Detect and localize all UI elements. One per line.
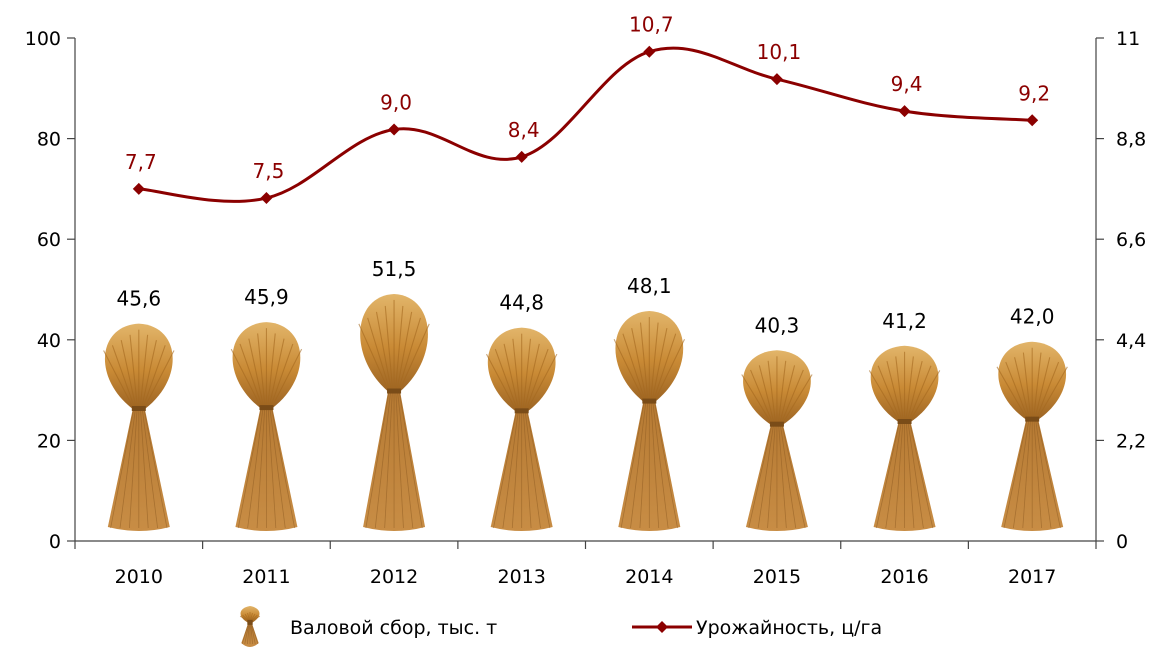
bar-value-label: 41,2 [882,309,927,333]
y-right-tick-label: 6,6 [1116,229,1146,251]
bar-value-label: 45,9 [244,285,289,309]
line-value-label: 7,7 [125,150,157,174]
bar-2015 [741,350,813,531]
bar-2012 [358,293,430,531]
y-left-tick-label: 40 [37,330,61,352]
line-value-label: 7,5 [253,159,285,183]
line-value-label: 10,7 [629,13,674,37]
x-tick-label: 2011 [242,566,290,588]
line-value-label: 8,4 [508,118,540,142]
line-marker-2015 [770,73,783,86]
data-labels: 45,6 45,9 51,5 44,8 48,1 40,3 41,2 42,0 7,7 7,5 9,… [117,13,1055,338]
line-marker-2010 [132,182,145,195]
bar-value-label: 44,8 [499,291,544,315]
line-value-label: 9,0 [380,90,412,114]
x-tick-label: 2017 [1008,566,1056,588]
y-right-tick-label: 0 [1116,531,1128,553]
line-value-label: 9,4 [891,72,923,96]
bar-2013 [486,327,558,531]
line-marker-2014 [643,45,656,58]
y-left-tick-label: 100 [25,28,61,50]
legend-bar-label: Валовой сбор, тыс. т [290,617,497,639]
axes: 0 20 40 60 80 100 0 2,2 4,4 6,6 8,8 11 2010 2011 2012 2… [25,28,1146,588]
line-marker-2016 [898,105,911,118]
x-tick-label: 2012 [370,566,418,588]
bar-value-label: 45,6 [117,287,162,311]
x-tick-label: 2015 [753,566,801,588]
line-path [138,46,1033,203]
bar-2017 [996,341,1068,531]
x-tick-label: 2013 [498,566,546,588]
line-marker-2017 [1026,114,1039,127]
line-marker-2011 [260,192,273,205]
bar-value-label: 42,0 [1010,305,1055,329]
line-value-label: 9,2 [1018,81,1050,105]
x-tick-label: 2010 [115,566,163,588]
y-left-tick-label: 20 [37,430,61,452]
x-tick-label: 2016 [880,566,928,588]
bar-2011 [230,322,303,531]
y-right-tick-label: 8,8 [1116,129,1146,151]
legend: Валовой сбор, тыс. т Урожайность, ц/га [239,606,882,647]
x-tick-label: 2014 [625,566,673,588]
y-left-tick-label: 60 [37,229,61,251]
bar-2016 [868,345,941,531]
bar-2010 [103,323,175,531]
legend-bar-icon [239,606,261,647]
line-marker-2012 [388,123,401,136]
line-series [132,45,1039,205]
y-right-tick-label: 4,4 [1116,330,1146,352]
bar-series [103,293,1068,531]
y-right-tick-label: 2,2 [1116,430,1146,452]
legend-line-marker [656,621,668,633]
bar-value-label: 40,3 [755,313,800,337]
bar-2014 [613,311,686,531]
y-left-tick-label: 80 [37,129,61,151]
y-left-tick-label: 0 [49,531,61,553]
line-value-label: 10,1 [757,40,802,64]
bar-value-label: 48,1 [627,274,672,298]
line-marker-2013 [515,150,528,163]
bar-value-label: 51,5 [372,257,417,281]
y-right-tick-label: 11 [1116,28,1140,50]
legend-line-label: Урожайность, ц/га [696,617,882,639]
